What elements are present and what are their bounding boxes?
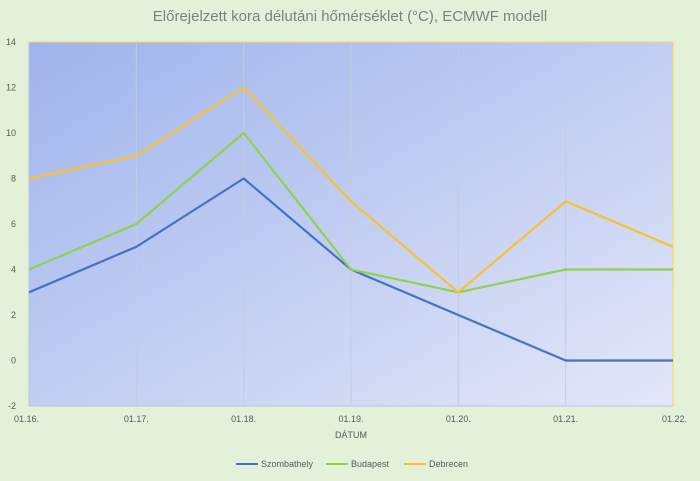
x-tick-label: 01.18.: [231, 414, 256, 424]
legend-label: Budapest: [351, 459, 390, 469]
y-tick-label: 6: [11, 219, 16, 229]
legend-label: Debrecen: [429, 459, 468, 469]
y-tick-label: 8: [11, 174, 16, 184]
y-tick-label: 2: [11, 310, 16, 320]
y-tick-label: -2: [8, 401, 16, 411]
x-axis-title: DÁTUM: [335, 430, 367, 440]
series-line-debrecen: [28, 86, 674, 294]
legend-item-budapest: Budapest: [326, 459, 390, 469]
y-tick-label: 0: [11, 356, 16, 366]
y-tick-label: 10: [6, 128, 16, 138]
x-tick-label: 01.22.: [662, 414, 687, 424]
x-tick-label: 01.19.: [338, 414, 363, 424]
y-tick-label: 14: [6, 37, 16, 47]
x-tick-label: 01.20.: [446, 414, 471, 424]
y-tick-label: 4: [11, 265, 16, 275]
legend-item-debrecen: Debrecen: [404, 459, 468, 469]
x-tick-label: 01.16.: [14, 414, 39, 424]
y-tick-label: 12: [6, 83, 16, 93]
x-tick-label: 01.17.: [124, 414, 149, 424]
legend-label: Szombathely: [261, 459, 314, 469]
chart-title: Előrejelzett kora délutáni hőmérséklet (…: [152, 8, 548, 25]
series-line-budapest: [28, 131, 673, 294]
legend-item-szombathely: Szombathely: [236, 459, 314, 469]
x-tick-label: 01.21.: [553, 414, 578, 424]
